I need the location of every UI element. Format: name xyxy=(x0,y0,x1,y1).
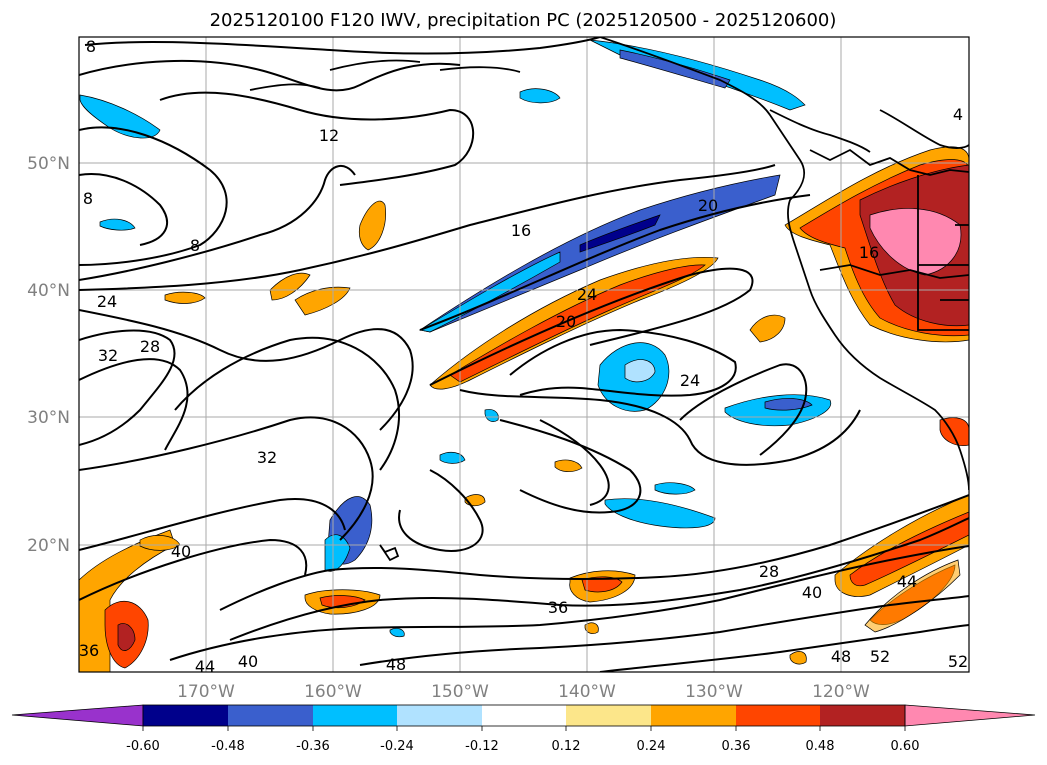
colorbar-tick-label: -0.48 xyxy=(211,739,245,754)
colorbar-segment xyxy=(482,705,566,726)
lon-label: 160°W xyxy=(304,682,362,702)
contour-label-group: 8 12 8 8 4 16 20 16 24 20 24 32 28 24 32… xyxy=(79,37,968,676)
colorbar-segment xyxy=(143,705,228,726)
contour-label: 16 xyxy=(859,243,879,262)
contour-label: 24 xyxy=(680,371,700,390)
contour-label: 40 xyxy=(802,583,822,602)
colorbar-ticks xyxy=(142,726,906,731)
colorbar-segment xyxy=(397,705,482,726)
colorbar-tick-label: 0.24 xyxy=(637,739,666,754)
contour-label: 40 xyxy=(171,542,191,561)
contour-label: 40 xyxy=(238,652,258,671)
colorbar-tick-labels: -0.60 -0.48 -0.36 -0.24 -0.12 0.12 0.24 … xyxy=(126,739,919,754)
pos-south-2-core xyxy=(319,595,366,609)
colorbar-max-extension xyxy=(904,704,1036,727)
lon-label: 120°W xyxy=(812,682,870,702)
contour-label: 24 xyxy=(577,285,597,304)
contour-label: 32 xyxy=(98,346,118,365)
neg-tropical-edge xyxy=(324,534,351,572)
colorbar: -0.60 -0.48 -0.36 -0.24 -0.12 0.12 0.24 … xyxy=(11,704,1036,754)
pos-atmos-river-core xyxy=(449,264,706,383)
pos-south-center-core xyxy=(581,576,623,593)
contour-label: 52 xyxy=(870,647,890,666)
longitude-labels: 170°W 160°W 150°W 140°W 130°W 120°W xyxy=(177,682,870,702)
contour-label: 48 xyxy=(831,647,851,666)
graticule xyxy=(79,37,969,672)
colorbar-tick-label: -0.60 xyxy=(126,739,160,754)
contour-label: 24 xyxy=(97,292,117,311)
lon-label: 130°W xyxy=(685,682,743,702)
neg-small-1 xyxy=(439,451,466,464)
pos-small-7 xyxy=(554,459,583,472)
lat-label: 40°N xyxy=(27,281,70,301)
lat-label: 20°N xyxy=(27,536,70,556)
neg-south-2 xyxy=(654,482,696,495)
pos-small-3 xyxy=(164,291,206,304)
contour-label: 36 xyxy=(79,641,99,660)
neg-west-2 xyxy=(99,218,136,231)
map-frame xyxy=(78,36,970,673)
contour-label: 12 xyxy=(319,126,339,145)
colorbar-border xyxy=(142,704,906,727)
contour-label: 32 xyxy=(257,448,277,467)
neg-north-coast-core xyxy=(619,49,731,89)
colorbar-tick-label: 0.48 xyxy=(806,739,835,754)
colorbar-tick-label: 0.60 xyxy=(891,739,920,754)
colorbar-segment xyxy=(228,705,313,726)
neg-small-3 xyxy=(389,628,405,638)
coastline xyxy=(249,37,969,562)
neg-west xyxy=(79,94,161,139)
neg-band-core xyxy=(579,214,661,253)
contour-label: 44 xyxy=(897,572,917,591)
contour-label: 20 xyxy=(556,312,576,331)
pos-small-2 xyxy=(269,272,311,301)
contour-label: 8 xyxy=(83,189,93,208)
pos-small-1 xyxy=(294,286,351,316)
neg-midpacific-core xyxy=(624,359,656,383)
colorbar-segment xyxy=(566,705,651,726)
pos-sw-dark xyxy=(117,623,136,651)
contour-label: 16 xyxy=(511,221,531,240)
iwv-contours xyxy=(79,37,969,672)
lon-label: 150°W xyxy=(431,682,489,702)
pos-se-band-2-outer xyxy=(864,559,961,633)
colorbar-min-extension xyxy=(11,704,144,727)
pos-small-5 xyxy=(749,314,786,343)
colorbar-tick-label: 0.36 xyxy=(722,739,751,754)
lat-label: 30°N xyxy=(27,408,70,428)
colorbar-tick-label: -0.24 xyxy=(380,739,414,754)
contour-label: 44 xyxy=(195,657,215,676)
contour-label: 48 xyxy=(386,655,406,674)
figure-title: 2025120100 F120 IWV, precipitation PC (2… xyxy=(210,10,837,31)
neg-gulf xyxy=(519,88,561,104)
colorbar-segment xyxy=(736,705,820,726)
colorbar-tick-label: 0.12 xyxy=(552,739,581,754)
contour-label: 28 xyxy=(759,562,779,581)
pos-coast-pink xyxy=(869,208,962,276)
colorbar-tick-label: -0.12 xyxy=(465,739,499,754)
colorbar-segment xyxy=(651,705,736,726)
contour-label: 4 xyxy=(953,105,963,124)
pos-small-11 xyxy=(584,622,599,634)
contour-label: 8 xyxy=(190,236,200,255)
neg-east-core xyxy=(764,398,813,411)
colorbar-segment xyxy=(313,705,397,726)
contour-label: 36 xyxy=(548,598,568,617)
lon-label: 140°W xyxy=(558,682,616,702)
pos-small-4 xyxy=(358,200,386,251)
contour-label: 52 xyxy=(948,652,968,671)
lon-label: 170°W xyxy=(177,682,235,702)
neg-band-outer xyxy=(419,251,561,333)
map-area: 8 12 8 8 4 16 20 16 24 20 24 32 28 24 32… xyxy=(79,37,969,676)
colorbar-segment xyxy=(820,705,905,726)
colorbar-tick-label: -0.36 xyxy=(296,739,330,754)
contour-label: 8 xyxy=(86,37,96,56)
pos-small-10 xyxy=(789,651,807,665)
latitude-labels: 50°N 40°N 30°N 20°N xyxy=(27,154,70,556)
contour-label: 20 xyxy=(698,196,718,215)
contour-label: 28 xyxy=(140,337,160,356)
lat-label: 50°N xyxy=(27,154,70,174)
